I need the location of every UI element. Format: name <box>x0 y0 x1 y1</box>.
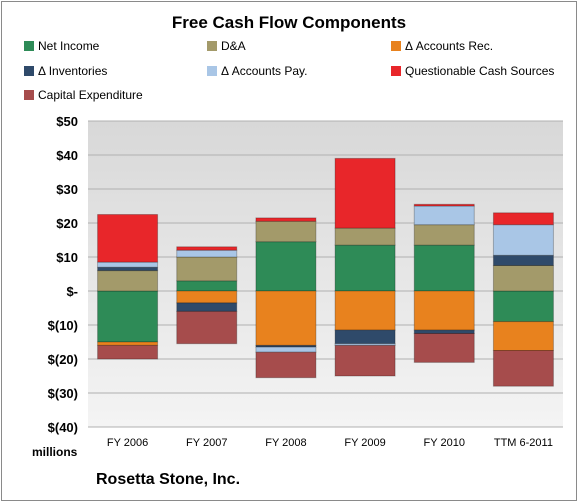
bar-segment <box>413 290 475 331</box>
bar-segment <box>334 244 396 292</box>
bar-segment <box>176 249 238 258</box>
bar-segment <box>413 224 475 246</box>
bar-segment <box>255 290 317 346</box>
x-tick-label: FY 2006 <box>107 437 148 449</box>
bar-segment <box>255 346 317 353</box>
company-name: Rosetta Stone, Inc. <box>96 471 241 488</box>
legend-accounts-rec: Δ Accounts Rec. <box>391 39 493 53</box>
bar-segment <box>492 224 554 256</box>
bar-segment <box>255 351 317 379</box>
bar-segment <box>413 203 475 207</box>
legend-label-inventories: Δ Inventories <box>38 64 108 78</box>
bar-segment <box>492 254 554 267</box>
legend-label-net-income: Net Income <box>38 39 100 53</box>
y-tick-label: $(40) <box>48 420 78 435</box>
bar-segment <box>176 302 238 312</box>
y-tick-label: $(10) <box>48 318 78 333</box>
legend-label-accounts-pay: Δ Accounts Pay. <box>221 64 308 78</box>
bar-segment <box>413 329 475 335</box>
legend-label-questionable: Questionable Cash Sources <box>405 64 555 78</box>
legend-capex: Capital Expenditure <box>24 88 143 102</box>
bar-segment <box>334 329 396 345</box>
bar-segment <box>492 350 554 387</box>
legend-da: D&A <box>207 39 246 53</box>
legend-swatch-accounts-pay <box>207 66 217 76</box>
y-tick-label: $- <box>66 284 78 299</box>
units-label: millions <box>32 445 78 459</box>
y-tick-label: $(30) <box>48 386 78 401</box>
bar-segment <box>176 290 238 304</box>
bar-segment <box>334 344 396 377</box>
bar-segment <box>492 265 554 292</box>
legend-accounts-pay: Δ Accounts Pay. <box>207 64 308 78</box>
bar-segment <box>413 205 475 226</box>
bar-segment <box>255 220 317 243</box>
bar-segment <box>176 310 238 345</box>
bar-segment <box>97 214 159 263</box>
bar-segment <box>97 270 159 292</box>
y-tick-label: $(20) <box>48 352 78 367</box>
y-tick-label: $40 <box>56 148 78 163</box>
bar-segment <box>97 290 159 343</box>
legend-swatch-accounts-rec <box>391 41 401 51</box>
legend-label-capex: Capital Expenditure <box>38 88 143 102</box>
legend-inventories: Δ Inventories <box>24 64 107 78</box>
legend-swatch-questionable <box>391 66 401 76</box>
bar-segment <box>176 246 238 251</box>
legend-swatch-da <box>207 41 217 51</box>
legend-swatch-capex <box>24 90 34 100</box>
legend-label-accounts-rec: Δ Accounts Rec. <box>405 39 494 53</box>
bar-segment <box>97 344 159 360</box>
bar-segment <box>413 244 475 292</box>
chart-title: Free Cash Flow Components <box>171 13 407 32</box>
x-tick-label: FY 2010 <box>424 437 465 449</box>
bar-segment <box>492 321 554 352</box>
y-tick-label: $20 <box>56 216 78 231</box>
bar-segment <box>97 341 159 346</box>
legend-swatch-net-income <box>24 41 34 51</box>
bar-segment <box>176 280 238 292</box>
legend-swatch-inventories <box>24 66 34 76</box>
x-tick-label: FY 2009 <box>344 437 385 449</box>
x-tick-label: FY 2007 <box>186 437 227 449</box>
bar-segment <box>176 256 238 282</box>
x-tick-label: TTM 6-2011 <box>494 437 553 449</box>
bar-segment <box>413 333 475 363</box>
bar-segment <box>334 157 396 229</box>
bar-segment <box>492 290 554 323</box>
legend-label-da: D&A <box>221 39 246 53</box>
x-tick-label: FY 2008 <box>265 437 306 449</box>
bar-segment <box>255 217 317 222</box>
bar-segment <box>492 212 554 226</box>
bar-segment <box>97 266 159 272</box>
bar-segment <box>334 290 396 331</box>
bar-segment <box>97 261 159 268</box>
bar-segment <box>255 241 317 292</box>
legend-questionable: Questionable Cash Sources <box>391 64 554 78</box>
bar-segment <box>334 227 396 246</box>
y-tick-label: $10 <box>56 250 78 265</box>
y-tick-label: $30 <box>56 182 78 197</box>
legend-net-income: Net Income <box>24 39 99 53</box>
plot-area <box>88 121 563 427</box>
y-tick-label: $50 <box>56 114 78 129</box>
